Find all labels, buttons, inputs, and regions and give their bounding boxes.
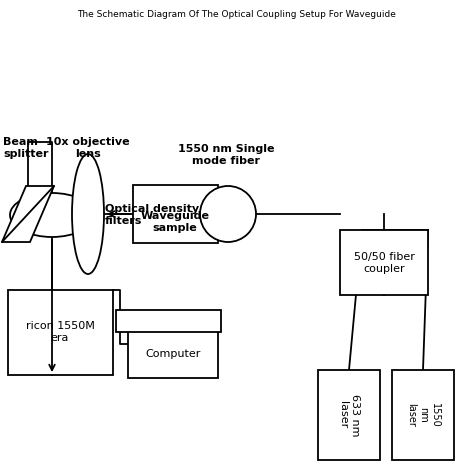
Ellipse shape: [72, 154, 104, 274]
Text: 1550
nm
laser: 1550 nm laser: [406, 402, 439, 428]
Text: Beam
splitter: Beam splitter: [3, 137, 48, 159]
Text: ricon 1550M
era: ricon 1550M era: [26, 321, 94, 343]
Text: Waveguide
sample: Waveguide sample: [140, 211, 210, 233]
Bar: [133, 185, 218, 243]
Text: Computer: Computer: [146, 349, 201, 359]
Polygon shape: [2, 186, 54, 242]
Bar: [128, 330, 218, 378]
Text: 633 nm
laser: 633 nm laser: [338, 394, 360, 436]
Bar: [116, 310, 221, 332]
Text: The Schematic Diagram Of The Optical Coupling Setup For Waveguide: The Schematic Diagram Of The Optical Cou…: [78, 10, 396, 19]
Text: Optical density
filters: Optical density filters: [105, 204, 199, 226]
Bar: [392, 370, 454, 460]
Text: 1550 nm Single
mode fiber: 1550 nm Single mode fiber: [178, 144, 274, 166]
Circle shape: [200, 186, 256, 242]
Ellipse shape: [10, 193, 94, 237]
Bar: [8, 290, 113, 375]
Text: 50/50 fiber
coupler: 50/50 fiber coupler: [354, 252, 414, 274]
Bar: [340, 230, 428, 295]
Bar: [318, 370, 380, 460]
Text: 10x objective
lens: 10x objective lens: [46, 137, 130, 159]
